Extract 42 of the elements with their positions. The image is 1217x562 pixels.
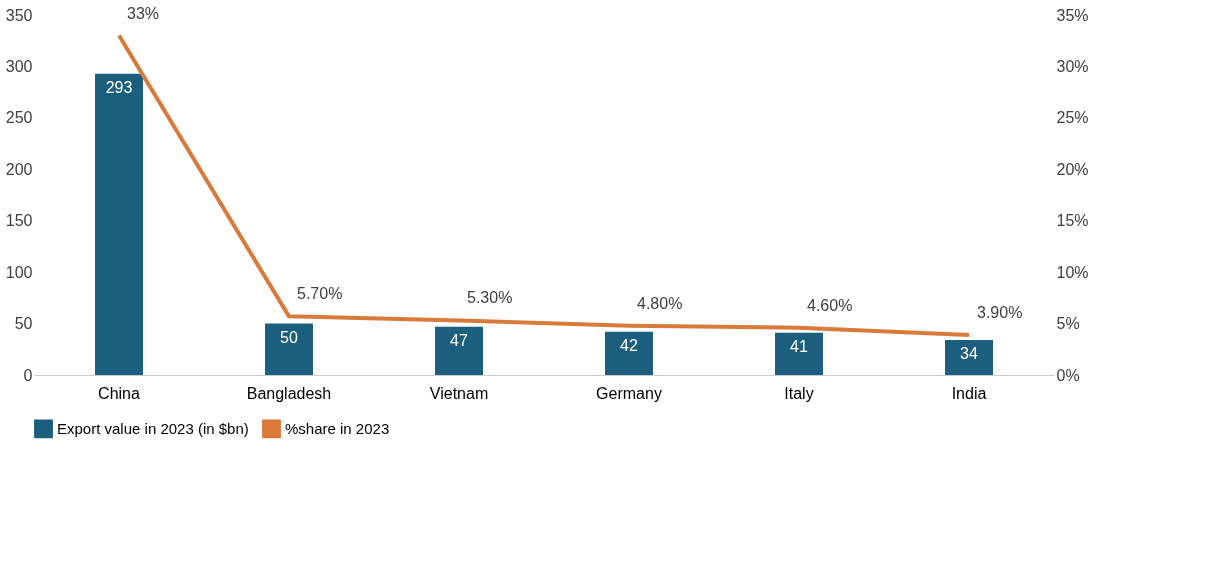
y2-tick-label: 35%: [1056, 6, 1089, 24]
y-tick-label: 300: [5, 57, 33, 75]
y2-tick-label: 0%: [1056, 366, 1080, 384]
y2-tick-label: 20%: [1056, 160, 1089, 178]
y-tick-label: 150: [5, 212, 33, 230]
data-label: 4.80%: [637, 294, 683, 312]
y2-tick-label: 25%: [1056, 109, 1089, 127]
legend-label: %share in 2023: [285, 419, 390, 437]
y-tick-label: 350: [5, 6, 33, 24]
x-tick-label: Bangladesh: [246, 384, 332, 402]
data-label: 50: [280, 328, 298, 346]
bar: [605, 331, 653, 375]
y-tick-label: 0: [23, 366, 33, 384]
y-tick-label: 250: [5, 109, 33, 127]
y-tick-label: 50: [14, 315, 33, 333]
data-label: 33%: [127, 4, 160, 22]
data-label: 3.90%: [977, 303, 1023, 321]
bar: [945, 340, 993, 375]
x-tick-label: Germany: [596, 384, 662, 402]
bar: [265, 323, 313, 375]
data-label: 42: [620, 336, 638, 354]
data-label: 41: [790, 337, 808, 355]
data-label: 34: [960, 345, 978, 363]
legend-label: Export value in 2023 (in $bn): [57, 419, 249, 437]
data-label: 47: [450, 331, 468, 349]
y2-tick-label: 15%: [1056, 212, 1089, 230]
data-label: 5.70%: [297, 285, 343, 303]
y2-tick-label: 10%: [1056, 263, 1089, 281]
bar: [435, 326, 483, 375]
y-tick-label: 100: [5, 263, 33, 281]
x-tick-label: Italy: [784, 384, 814, 402]
x-tick-label: China: [98, 384, 140, 402]
bar: [95, 73, 143, 375]
y-tick-label: 200: [5, 160, 33, 178]
y2-tick-label: 30%: [1056, 57, 1089, 75]
data-label: 293: [105, 78, 133, 96]
y2-tick-label: 5%: [1056, 315, 1080, 333]
data-label: 5.30%: [467, 289, 513, 307]
x-tick-label: Vietnam: [429, 384, 489, 402]
data-label: 4.60%: [807, 296, 853, 314]
bar: [775, 332, 823, 375]
x-tick-label: India: [951, 384, 987, 402]
